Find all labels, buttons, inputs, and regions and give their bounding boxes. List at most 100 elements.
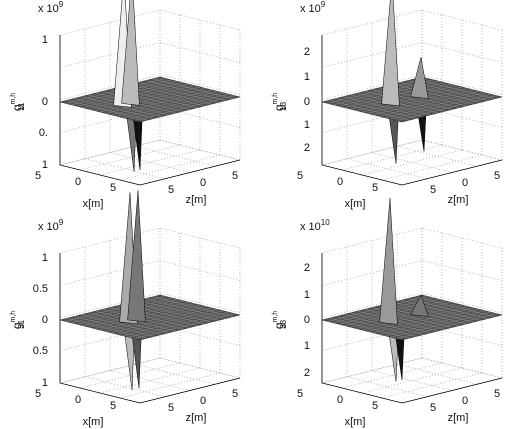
z-tick-label: 0 bbox=[200, 395, 206, 407]
surface-mesh bbox=[152, 296, 233, 317]
y-label-base: g bbox=[272, 104, 286, 111]
z-tick-label: 5 bbox=[494, 388, 500, 400]
x-tick-label: 5 bbox=[297, 170, 303, 182]
y-label-base: g bbox=[272, 322, 286, 329]
y-tick-label: 1 bbox=[42, 34, 48, 46]
y-tick-label: 1 bbox=[42, 159, 48, 171]
axis bbox=[59, 35, 241, 186]
surface-mesh bbox=[138, 82, 219, 103]
exponent-label: x 109 bbox=[38, 218, 64, 233]
x-tick-label: 5 bbox=[372, 400, 378, 412]
grid-line bbox=[321, 9, 503, 36]
y-tick-label: 0 bbox=[42, 96, 48, 108]
axis bbox=[59, 253, 241, 404]
surface-mesh bbox=[396, 313, 497, 339]
surface-mesh bbox=[373, 89, 474, 116]
surface-mesh bbox=[122, 310, 223, 336]
grid-line bbox=[321, 260, 503, 286]
surface-mesh bbox=[131, 83, 212, 105]
y-tick-label: 1 bbox=[304, 71, 310, 83]
exponent-label: x 109 bbox=[38, 0, 64, 15]
grid-line bbox=[341, 144, 443, 171]
y-tick-label: 0. bbox=[39, 127, 48, 139]
surface-spike bbox=[127, 190, 146, 323]
x-tick-label: 0 bbox=[337, 394, 343, 406]
exponent-power: 9 bbox=[59, 0, 64, 9]
exponent-base: x 10 bbox=[38, 3, 59, 15]
z-tick-label: 5 bbox=[168, 402, 174, 414]
y-label-sub: 33 bbox=[279, 319, 288, 328]
grid-line bbox=[59, 292, 241, 319]
surface-mesh bbox=[414, 296, 495, 317]
x-tick-label: 5 bbox=[372, 182, 378, 194]
y-label-sup: m,h bbox=[10, 93, 17, 105]
panel: x 109 gm,h13 2 1 0 1 2 5 0 5 5 0 5 x[m] z[m] bbox=[272, 0, 503, 210]
surface-spike bbox=[121, 0, 140, 106]
x-axis-label: x[m] bbox=[345, 198, 366, 210]
y-axis-label: gm,h33 bbox=[272, 311, 288, 329]
exponent-base: x 10 bbox=[38, 221, 59, 233]
surface-mesh bbox=[396, 95, 497, 121]
x-tick-label: 5 bbox=[35, 388, 41, 400]
z-axis-label: z[m] bbox=[448, 194, 469, 206]
z-tick-label: 0 bbox=[462, 177, 468, 189]
grid-line bbox=[59, 107, 241, 133]
surface-mesh bbox=[145, 80, 226, 101]
axis bbox=[321, 253, 503, 404]
x-tick-label: 5 bbox=[110, 182, 116, 194]
grid-line bbox=[381, 154, 483, 181]
exponent-label: x 1010 bbox=[300, 218, 330, 233]
y-tick-label: 2 bbox=[304, 46, 310, 58]
x-tick-label: 0 bbox=[75, 176, 81, 188]
x-tick-label: 5 bbox=[35, 170, 41, 182]
surface-mesh bbox=[367, 306, 468, 332]
y-tick-label: 2 bbox=[304, 262, 310, 274]
surface-mesh bbox=[390, 311, 491, 338]
exponent-power: 10 bbox=[321, 218, 330, 227]
grid-line bbox=[321, 292, 503, 319]
grid-line bbox=[119, 154, 221, 181]
x-tick-label: 0 bbox=[75, 394, 81, 406]
surface-mesh bbox=[400, 300, 481, 321]
z-tick-label: 5 bbox=[494, 170, 500, 182]
exponent-base: x 10 bbox=[300, 221, 321, 233]
z-axis-label: z[m] bbox=[448, 412, 469, 424]
surface-mesh bbox=[131, 301, 212, 323]
y-label-base: g bbox=[10, 322, 24, 329]
z-tick-label: 0 bbox=[462, 395, 468, 407]
y-label-sup: m,h bbox=[10, 311, 17, 323]
surface-mesh bbox=[384, 92, 485, 118]
y-tick-label: 2 bbox=[304, 142, 310, 154]
z-tick-label: 5 bbox=[168, 184, 174, 196]
y-tick-label: 0 bbox=[304, 314, 310, 326]
exponent-label: x 109 bbox=[300, 0, 326, 15]
grid-line bbox=[59, 74, 241, 101]
grid-line bbox=[119, 372, 221, 399]
y-tick-label: 1 bbox=[42, 377, 48, 389]
grid-line bbox=[321, 227, 503, 254]
grid-line bbox=[59, 42, 241, 68]
z-tick-label: 5 bbox=[232, 170, 238, 182]
x-tick-label: 5 bbox=[297, 388, 303, 400]
surface-mesh bbox=[379, 309, 480, 335]
y-tick-label: 0 bbox=[304, 96, 310, 108]
grid-line bbox=[99, 367, 201, 394]
y-label-sub: 13 bbox=[279, 101, 288, 110]
x-axis-label: x[m] bbox=[83, 198, 104, 210]
surface-spike bbox=[410, 294, 429, 317]
grid-line bbox=[59, 227, 241, 254]
surface-spike bbox=[410, 57, 429, 99]
grid-line bbox=[361, 149, 463, 176]
surface-mesh bbox=[105, 88, 206, 114]
surface-mesh bbox=[122, 92, 223, 118]
surface-spike bbox=[379, 197, 398, 325]
z-axis-label: z[m] bbox=[186, 412, 207, 424]
surface-mesh bbox=[105, 306, 206, 332]
surface-mesh bbox=[384, 310, 485, 336]
surface-mesh bbox=[367, 88, 468, 114]
